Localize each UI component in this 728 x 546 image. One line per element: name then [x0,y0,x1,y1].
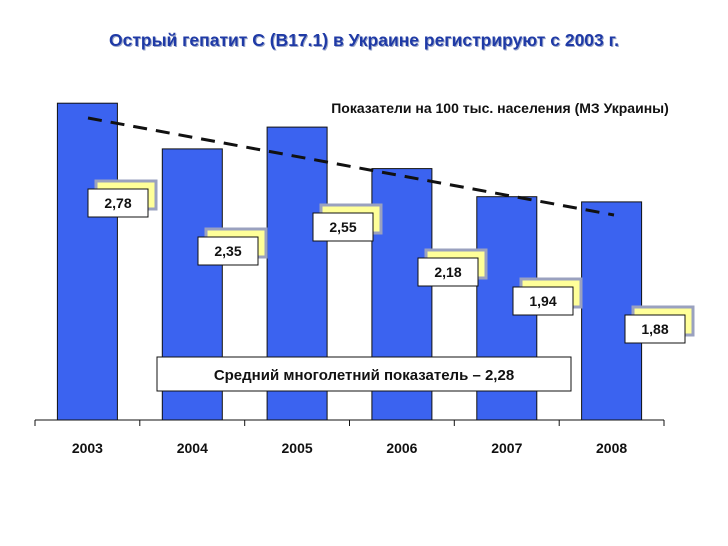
value-label-2005: 2,55 [312,203,383,242]
x-tick-label-2003: 2003 [72,440,103,456]
value-label-box [312,212,374,242]
average-box: Средний многолетний показатель – 2,28 [156,356,572,392]
x-tick-label-2005: 2005 [282,440,313,456]
value-label-text: 2,78 [104,195,131,211]
value-label-2003: 2,78 [87,179,158,218]
value-label-2004: 2,35 [197,227,268,266]
value-label-2006: 2,18 [417,248,488,287]
value-label-box [512,286,574,316]
value-label-text: 1,94 [529,293,556,309]
bar-2003 [56,102,118,421]
trend-layer [87,116,615,217]
value-labels-layer: 2,78 2,35 2,55 2,18 1,94 1,88 [87,179,695,344]
x-tick-label-2008: 2008 [596,440,627,456]
value-label-2007: 1,94 [512,277,583,316]
x-tick-label-2006: 2006 [386,440,417,456]
value-label-text: 2,18 [434,264,461,280]
chart-title: Острый гепатит С (В17.1) в Украине регис… [108,30,620,50]
trend-line [87,116,615,217]
x-axis: 2003 2004 2005 2006 2007 2008 [34,419,665,456]
value-label-box [417,257,479,287]
value-label-text: 2,55 [329,219,356,235]
average-label: Средний многолетний показатель – 2,28 [214,367,514,384]
value-label-box [624,314,686,344]
value-label-box [87,188,149,218]
value-label-box [197,236,259,266]
value-label-text: 2,35 [214,243,241,259]
x-tick-label-2007: 2007 [491,440,522,456]
chart-subtitle: Показатели на 100 тыс. населения (МЗ Укр… [331,100,669,116]
x-tick-label-2004: 2004 [177,440,208,456]
value-label-2008: 1,88 [624,305,695,344]
value-label-text: 1,88 [641,321,668,337]
average-box-frame [156,356,572,392]
